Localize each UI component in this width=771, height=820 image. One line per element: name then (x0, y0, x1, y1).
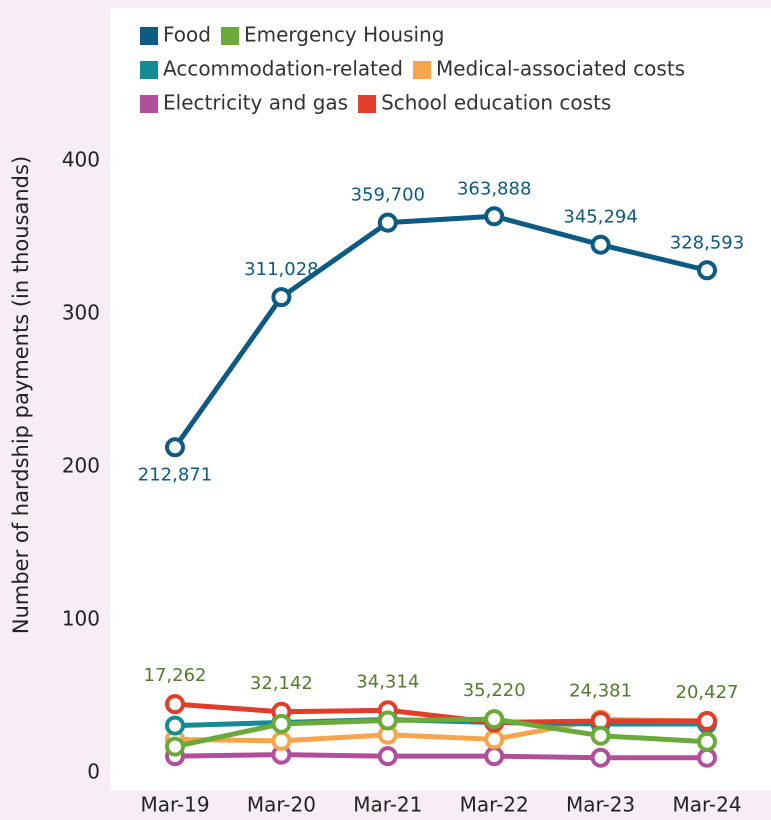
y-axis-label: Number of hardship payments (in thousand… (9, 156, 33, 634)
legend-label: Emergency Housing (244, 23, 444, 47)
point (271, 730, 292, 751)
point (590, 725, 611, 746)
data-label: 24,381 (569, 680, 632, 701)
point (697, 710, 717, 731)
x-tick-label: Mar-23 (566, 793, 635, 817)
y-tick-label: 400 (62, 148, 100, 172)
x-tick-label: Mar-19 (140, 793, 209, 817)
legend-swatch (358, 95, 377, 113)
point (484, 746, 505, 767)
data-label: 359,700 (351, 185, 425, 206)
y-tick-label: 0 (87, 760, 100, 784)
legend-swatch (140, 95, 158, 113)
legend-label: Food (163, 23, 211, 47)
series-line (172, 213, 708, 449)
legend-label: Medical-associated costs (436, 57, 685, 81)
point (165, 437, 185, 458)
data-label: 212,871 (138, 464, 212, 485)
data-label: 311,028 (244, 259, 318, 280)
x-tick-label: Mar-21 (353, 793, 422, 817)
point (484, 206, 505, 227)
data-label: 20,427 (676, 682, 739, 703)
legend-label: Accommodation-related (163, 57, 403, 81)
series-line (174, 701, 707, 726)
legend-swatch (412, 61, 431, 79)
point (697, 260, 717, 281)
data-label: 363,888 (457, 178, 531, 199)
point (165, 694, 185, 715)
point (697, 747, 717, 768)
y-tick-label: 200 (62, 454, 100, 478)
legend-swatch (220, 27, 239, 45)
data-label: 345,294 (563, 207, 637, 228)
point (271, 287, 292, 308)
point (165, 715, 185, 736)
data-label: 17,262 (144, 665, 207, 686)
point (165, 736, 185, 757)
plot-panel (110, 8, 771, 790)
legend-label: School education costs (381, 91, 611, 115)
y-tick-label: 300 (62, 301, 100, 325)
point (590, 234, 611, 255)
point (697, 731, 717, 752)
x-tick-label: Mar-20 (247, 793, 316, 817)
point (484, 729, 505, 750)
point (271, 713, 292, 734)
point (590, 747, 611, 768)
legend-label: Electricity and gas (163, 91, 348, 115)
legend-swatch (140, 61, 158, 79)
data-label: 34,314 (356, 671, 419, 692)
data-label: 328,593 (670, 232, 744, 253)
point (377, 212, 398, 233)
x-tick-label: Mar-22 (460, 793, 529, 817)
point (377, 746, 398, 767)
data-label: 32,142 (250, 673, 313, 694)
point (484, 709, 505, 730)
legend-swatch (140, 27, 158, 45)
point (377, 710, 398, 731)
series-line (174, 752, 707, 761)
data-label: 35,220 (463, 680, 526, 701)
series-line (174, 716, 708, 750)
y-tick-label: 100 (62, 607, 100, 631)
x-tick-label: Mar-24 (672, 793, 741, 817)
